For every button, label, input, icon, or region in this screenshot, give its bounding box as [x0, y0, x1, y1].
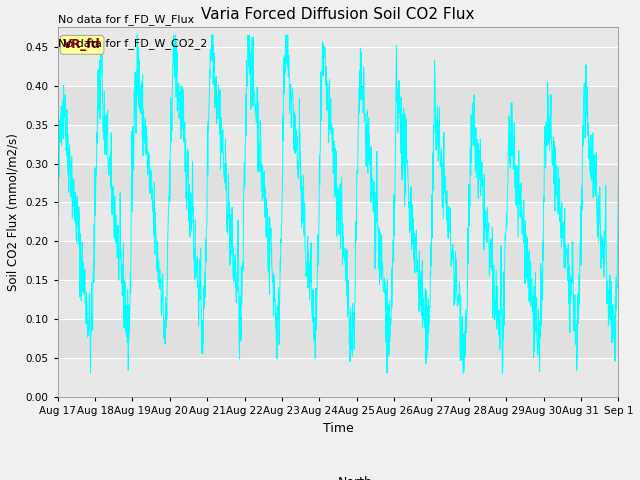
Text: VR_fd: VR_fd — [63, 38, 101, 51]
Bar — [58, 164, 618, 203]
Bar — [58, 241, 618, 280]
Text: No data for f_FD_W_Flux: No data for f_FD_W_Flux — [58, 14, 194, 25]
X-axis label: Time: Time — [323, 421, 353, 435]
Legend: North: North — [298, 471, 378, 480]
Title: Varia Forced Diffusion Soil CO2 Flux: Varia Forced Diffusion Soil CO2 Flux — [201, 7, 475, 22]
Y-axis label: Soil CO2 Flux (mmol/m2/s): Soil CO2 Flux (mmol/m2/s) — [7, 133, 20, 291]
Text: No data for f_FD_W_CO2_2: No data for f_FD_W_CO2_2 — [58, 38, 207, 49]
Bar — [58, 319, 618, 358]
Bar — [58, 85, 618, 125]
